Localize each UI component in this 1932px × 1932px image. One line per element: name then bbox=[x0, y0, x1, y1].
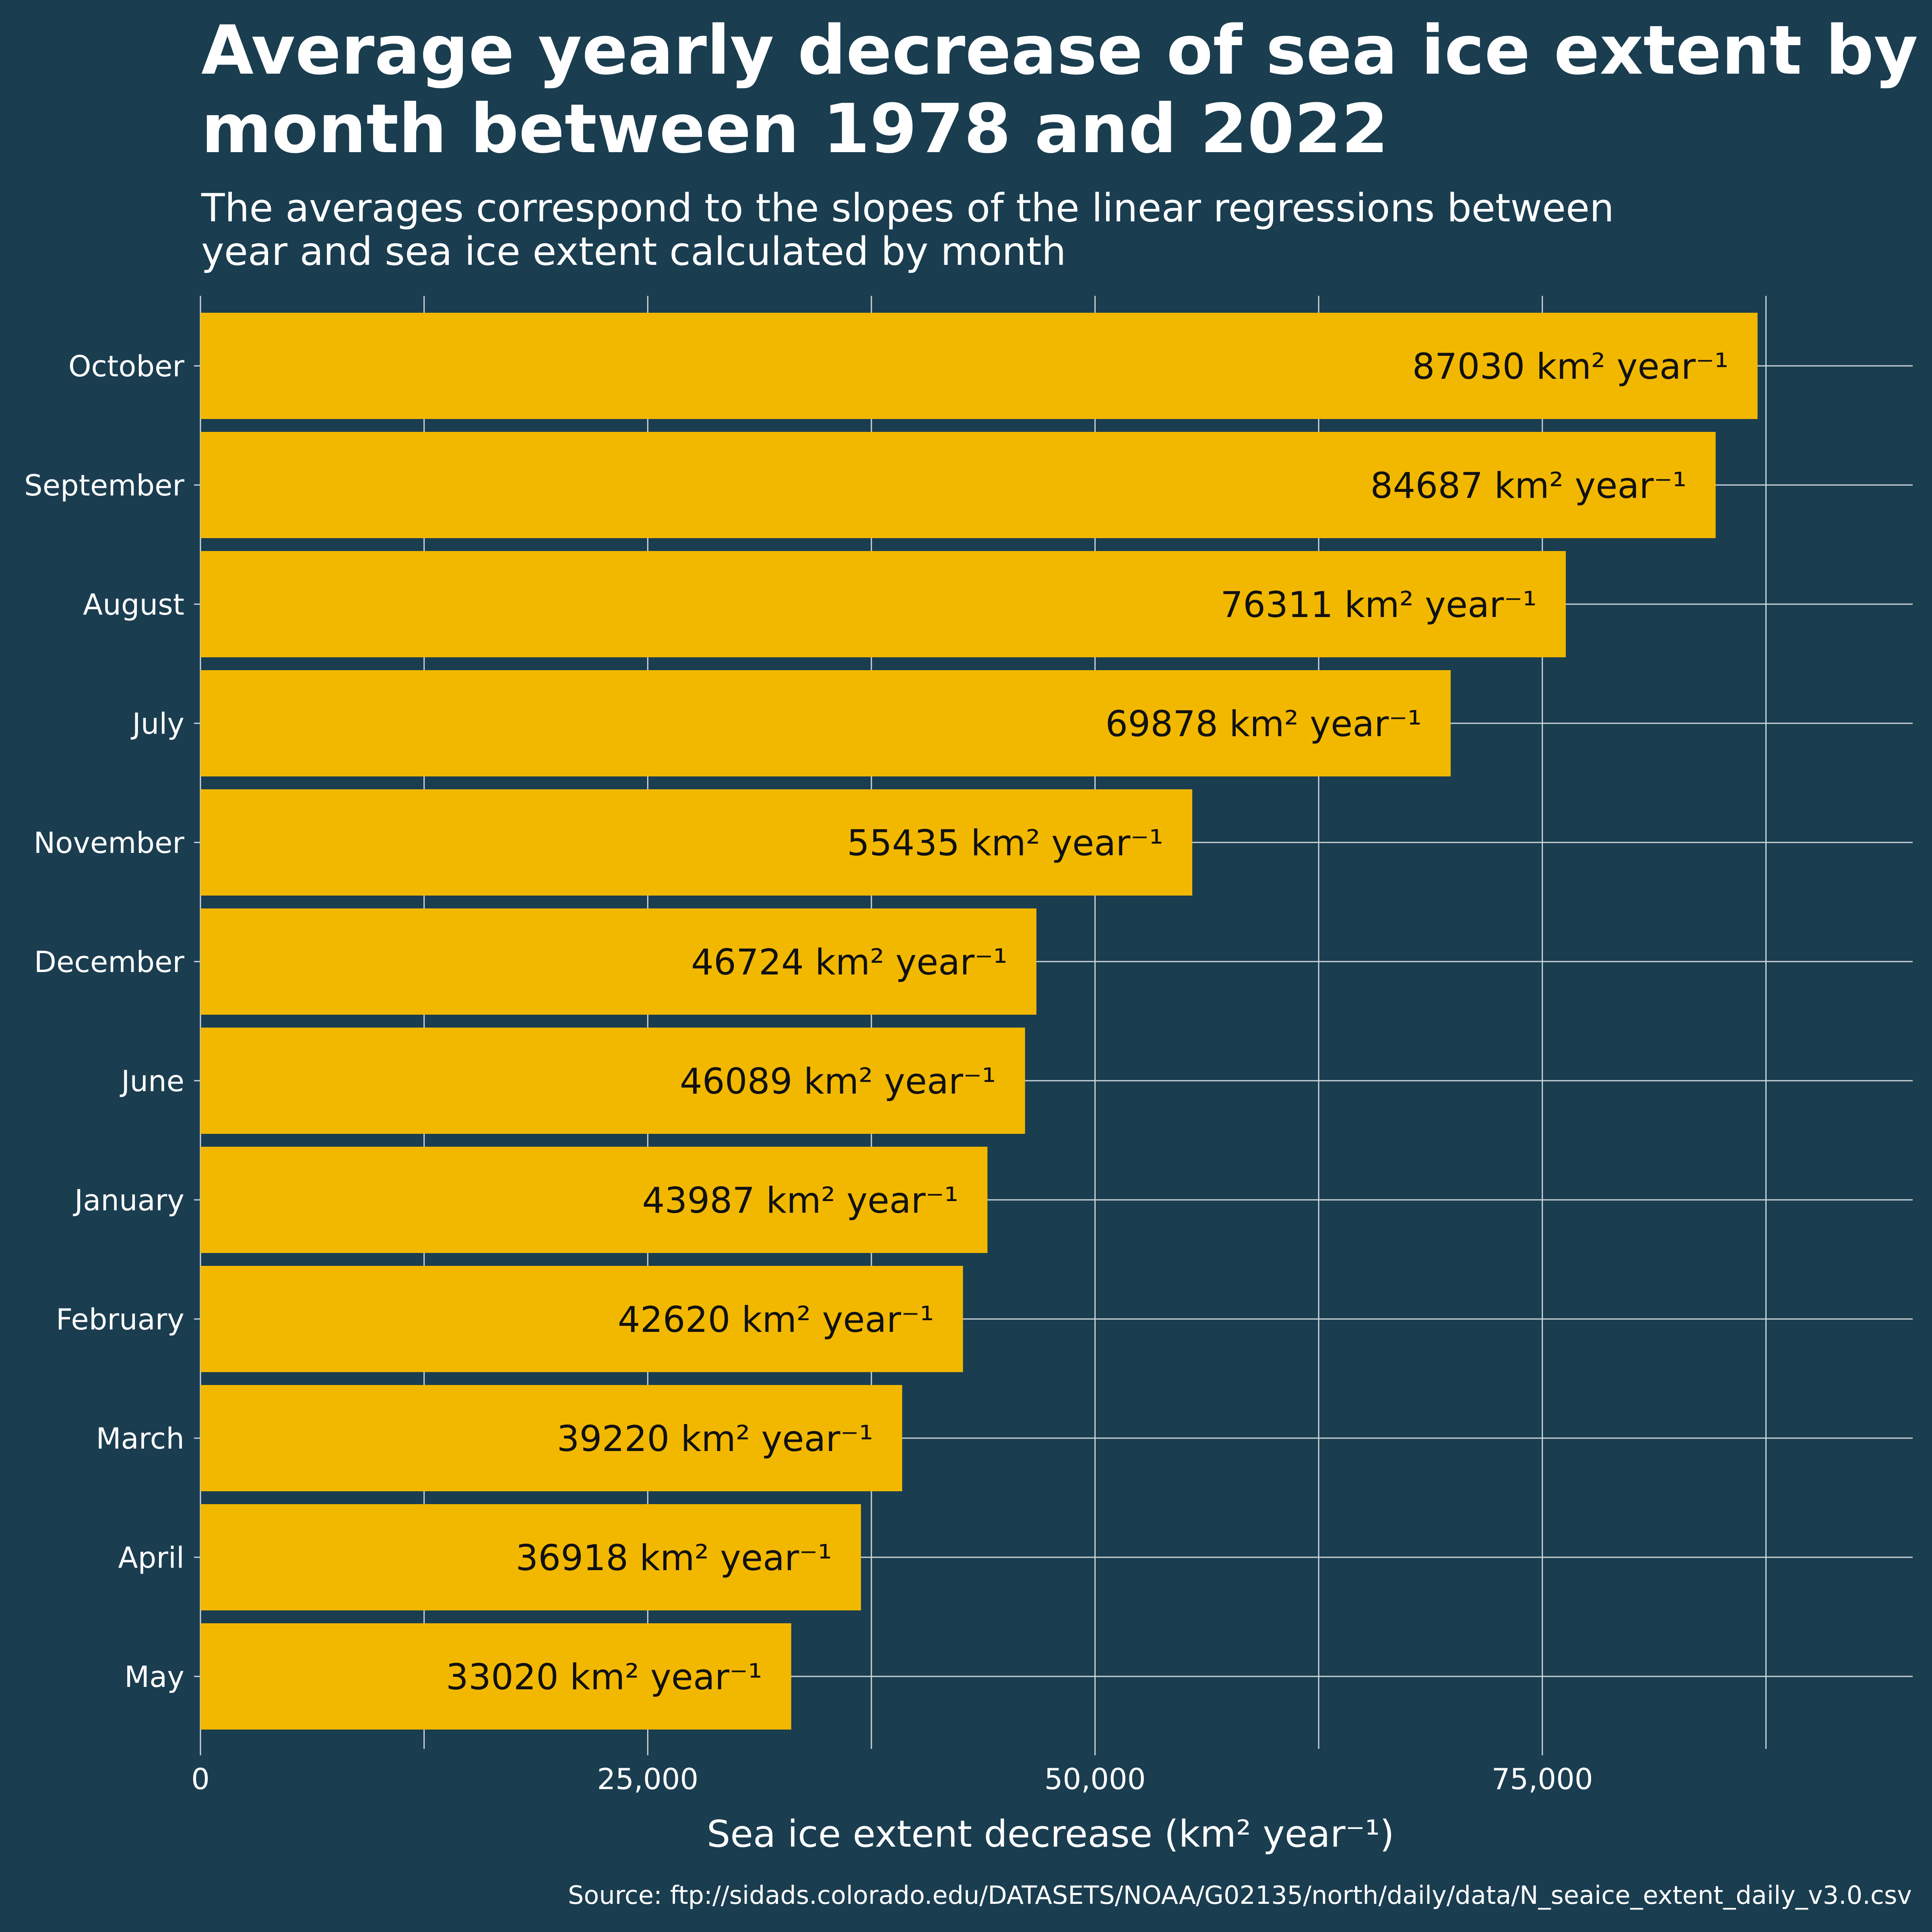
x-axis: 0 25,000 50,000 75,000 bbox=[191, 1749, 1593, 1796]
bar bbox=[200, 670, 1451, 776]
y-tick-label: August bbox=[83, 588, 184, 621]
data-label: 55435 km² year⁻¹ bbox=[847, 822, 1163, 864]
x-tick-label: 0 bbox=[191, 1762, 210, 1796]
chart-subtitle-line: The averages correspond to the slopes of… bbox=[201, 186, 1614, 231]
bar bbox=[200, 1504, 861, 1610]
bar bbox=[200, 908, 1036, 1015]
y-tick-label: April bbox=[118, 1541, 184, 1575]
y-tick-label: January bbox=[73, 1183, 184, 1217]
data-label: 84687 km² year⁻¹ bbox=[1371, 465, 1687, 506]
y-tick-label: September bbox=[24, 469, 184, 502]
chart-title-line: Average yearly decrease of sea ice exten… bbox=[201, 11, 1918, 90]
bar bbox=[200, 1147, 988, 1253]
data-label: 43987 km² year⁻¹ bbox=[642, 1180, 958, 1221]
bar bbox=[200, 432, 1716, 538]
y-tick-label: October bbox=[68, 349, 185, 383]
chart-title-line: month between 1978 and 2022 bbox=[201, 89, 1389, 168]
data-label: 46724 km² year⁻¹ bbox=[691, 941, 1007, 983]
bar bbox=[200, 1266, 963, 1372]
data-label: 33020 km² year⁻¹ bbox=[446, 1656, 762, 1698]
data-labels: 87030 km² year⁻¹ 84687 km² year⁻¹ 76311 km… bbox=[446, 346, 1729, 1698]
data-label: 46089 km² year⁻¹ bbox=[680, 1061, 996, 1102]
bar bbox=[200, 551, 1566, 657]
chart-title: Average yearly decrease of sea ice exten… bbox=[201, 11, 1918, 168]
x-tick-label: 75,000 bbox=[1492, 1762, 1593, 1796]
chart-subtitle: The averages correspond to the slopes of… bbox=[201, 186, 1614, 274]
data-label: 42620 km² year⁻¹ bbox=[618, 1299, 934, 1340]
bars bbox=[200, 313, 1758, 1730]
x-tick-label: 25,000 bbox=[597, 1762, 698, 1796]
data-label: 69878 km² year⁻¹ bbox=[1105, 703, 1422, 745]
data-label: 87030 km² year⁻¹ bbox=[1412, 346, 1729, 387]
y-tick-label: May bbox=[124, 1660, 184, 1694]
bar bbox=[200, 1623, 791, 1730]
bar bbox=[200, 1028, 1025, 1134]
y-tick-label: November bbox=[33, 826, 184, 860]
x-axis-title: Sea ice extent decrease (km² year⁻¹) bbox=[707, 1812, 1394, 1856]
bar bbox=[200, 789, 1193, 896]
y-tick-label: June bbox=[120, 1064, 184, 1098]
y-tick-label: December bbox=[34, 945, 185, 979]
y-tick-label: March bbox=[96, 1422, 184, 1455]
bar bbox=[200, 1385, 902, 1491]
bar bbox=[200, 313, 1758, 419]
y-tick-label: February bbox=[56, 1302, 184, 1336]
y-tick-label: July bbox=[131, 707, 184, 741]
x-tick-label: 50,000 bbox=[1044, 1762, 1146, 1796]
chart-subtitle-line: year and sea ice extent calculated by mo… bbox=[201, 229, 1066, 274]
data-label: 39220 km² year⁻¹ bbox=[557, 1418, 873, 1459]
data-label: 36918 km² year⁻¹ bbox=[516, 1537, 832, 1579]
source-caption: Source: ftp://sidads.colorado.edu/DATASE… bbox=[568, 1880, 1912, 1910]
y-axis: October September August July November Decemb… bbox=[24, 349, 200, 1694]
data-label: 76311 km² year⁻¹ bbox=[1220, 584, 1537, 625]
